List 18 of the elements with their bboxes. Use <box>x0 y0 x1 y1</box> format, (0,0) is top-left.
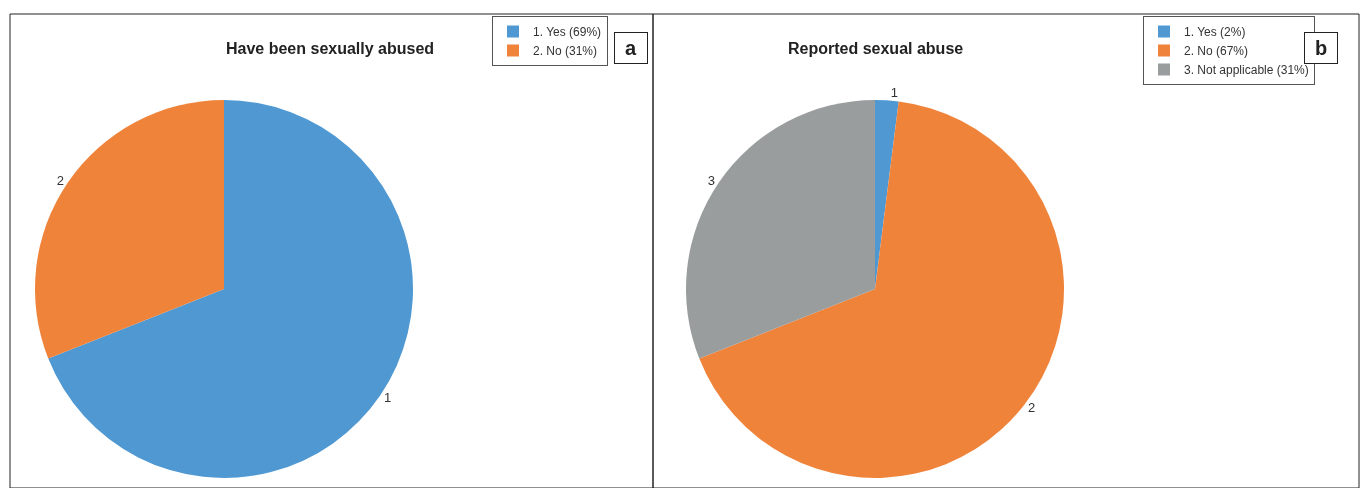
text: 1 <box>890 85 898 101</box>
legend-label: 2. No (67%) <box>1184 44 1249 59</box>
text: Have been sexually abused <box>226 40 435 57</box>
text: a <box>625 37 637 59</box>
legend-label: 1. Yes (69%) <box>533 25 602 40</box>
text: 1 <box>384 390 392 406</box>
legend-label: 3. Not applicable (31%) <box>1184 63 1309 78</box>
text: Reported sexual abuse <box>788 40 964 57</box>
pie-slice <box>699 101 1064 478</box>
pie-slice <box>48 100 413 478</box>
legend-label: 1. Yes (2%) <box>1184 25 1246 40</box>
text: 2 <box>56 172 64 188</box>
text: 3 <box>707 172 715 188</box>
text: b <box>1314 37 1328 59</box>
text: 2 <box>1028 400 1036 416</box>
legend-label: 2. No (31%) <box>533 44 598 59</box>
pie-slice <box>686 100 875 359</box>
pie-slice <box>35 100 224 359</box>
